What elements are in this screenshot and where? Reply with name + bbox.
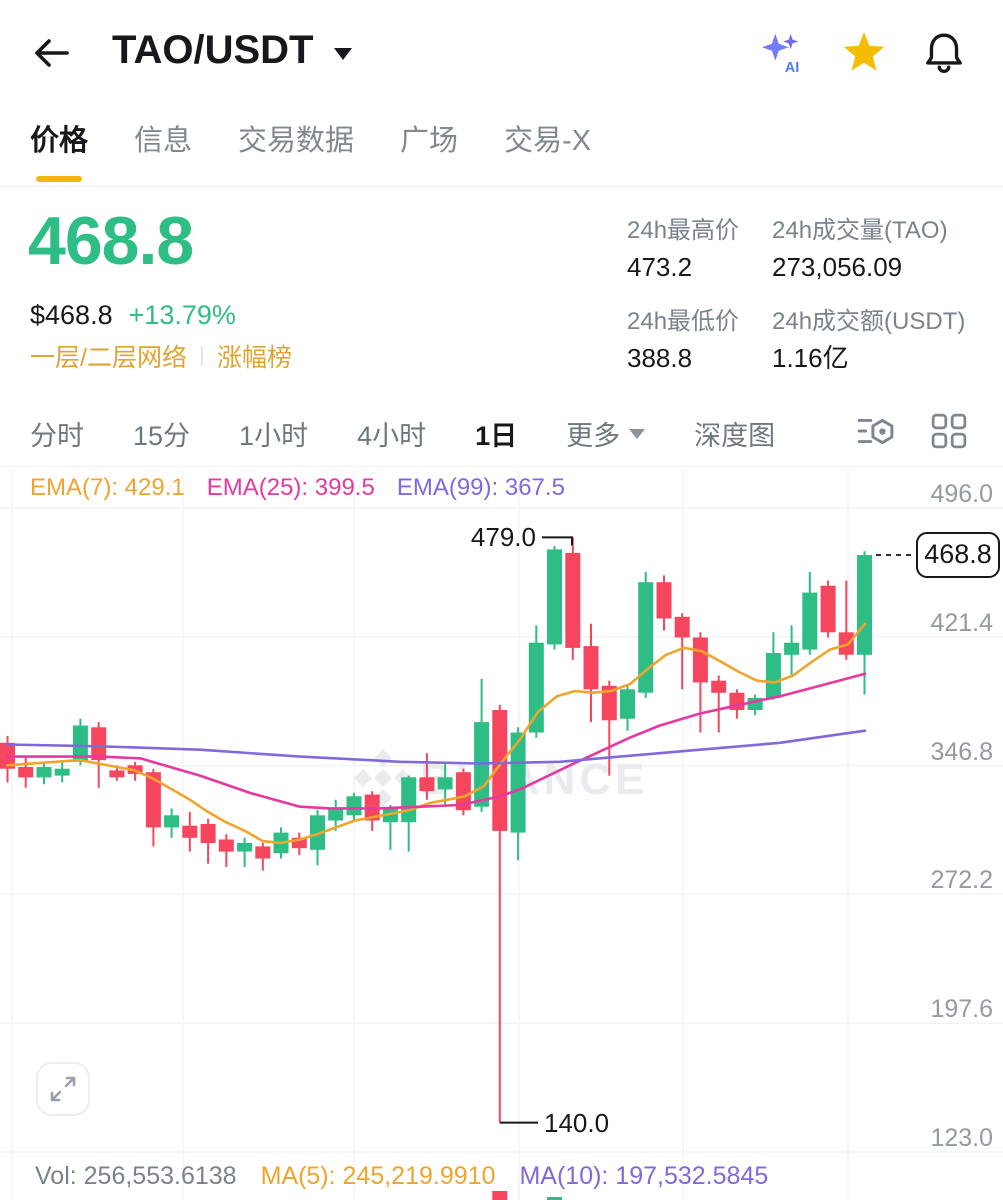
- fiat-price: $468.8: [30, 300, 113, 330]
- tab-bar: 价格 信息 交易数据 广场 交易-X: [30, 124, 591, 182]
- bell-icon: [926, 33, 962, 73]
- pair-dropdown-caret-icon[interactable]: [334, 48, 352, 60]
- ai-sparkle-icon: AI: [761, 33, 799, 76]
- tf-time[interactable]: 分时: [30, 421, 84, 451]
- svg-text:AI: AI: [785, 60, 799, 76]
- stat-turnover: 24h成交额(USDT) 1.16亿: [772, 308, 966, 373]
- stat-low: 24h最低价 388.8: [627, 308, 740, 373]
- fiat-price-row: $468.8 +13.79%: [30, 300, 236, 331]
- favorite-button[interactable]: [841, 30, 887, 76]
- expand-icon: [50, 1076, 76, 1102]
- back-button[interactable]: [28, 30, 74, 76]
- star-icon: [843, 32, 885, 71]
- page-title[interactable]: TAO/USDT: [112, 28, 314, 72]
- ema7-legend: EMA(7): 429.1: [30, 474, 185, 501]
- chart-top-divider: [0, 466, 1003, 467]
- current-price-label: 468.8: [916, 531, 1000, 578]
- tf-1d[interactable]: 1日: [475, 421, 518, 451]
- timeframe-bar: 分时 15分 1小时 4小时 1日 更多 深度图: [30, 414, 775, 453]
- tag-network[interactable]: 一层/二层网络: [30, 344, 187, 372]
- tf-1h[interactable]: 1小时: [239, 421, 309, 451]
- y-axis-label: 346.8: [930, 737, 993, 766]
- tf-4h[interactable]: 4小时: [357, 421, 427, 451]
- ema99-legend: EMA(99): 367.5: [396, 474, 565, 501]
- price-change: +13.79%: [128, 300, 236, 330]
- high-price-annotation: 479.0: [470, 522, 536, 553]
- notifications-button[interactable]: [921, 30, 967, 76]
- depth-chart-button[interactable]: 深度图: [694, 421, 776, 451]
- tab-trade-data[interactable]: 交易数据: [238, 125, 355, 157]
- y-axis-label: 272.2: [930, 866, 993, 895]
- tab-price[interactable]: 价格: [30, 124, 88, 182]
- stat-volume: 24h成交量(TAO) 273,056.09: [772, 217, 948, 282]
- y-axis-label: 421.4: [930, 608, 993, 637]
- stat-high: 24h最高价 473.2: [627, 217, 740, 282]
- volume-value: Vol: 256,553.6138: [35, 1162, 237, 1190]
- volume-legend: Vol: 256,553.6138 MA(5): 245,219.9910 MA…: [35, 1162, 768, 1191]
- ai-assistant-button[interactable]: AI: [760, 30, 806, 76]
- low-price-annotation: 140.0: [544, 1107, 610, 1138]
- volume-ma10: MA(10): 197,532.5845: [519, 1162, 769, 1190]
- ema-legend: EMA(7): 429.1 EMA(25): 399.5 EMA(99): 36…: [30, 474, 565, 502]
- expand-chart-button[interactable]: [36, 1062, 90, 1116]
- tag-divider: [200, 346, 203, 366]
- tabs-divider: [0, 186, 1003, 187]
- indicator-settings-button[interactable]: [856, 412, 894, 450]
- y-axis-label: 123.0: [930, 1124, 993, 1152]
- chart-layout-button[interactable]: [930, 412, 968, 450]
- ema25-legend: EMA(25): 399.5: [206, 474, 375, 501]
- tag-gainers[interactable]: 涨幅榜: [216, 344, 292, 372]
- more-timeframes-button[interactable]: 更多: [566, 414, 646, 453]
- tags-row: 一层/二层网络 涨幅榜: [30, 338, 292, 374]
- indicator-settings-icon: [857, 418, 894, 445]
- tab-trade-x[interactable]: 交易-X: [504, 125, 592, 157]
- tf-15m[interactable]: 15分: [133, 421, 191, 451]
- grid-layout-icon: [931, 413, 967, 449]
- tab-info[interactable]: 信息: [134, 125, 193, 157]
- y-axis-label: 197.6: [930, 995, 993, 1024]
- tab-square[interactable]: 广场: [400, 125, 459, 157]
- back-icon: [35, 39, 69, 67]
- volume-ma5: MA(5): 245,219.9910: [260, 1162, 496, 1190]
- last-price: 468.8: [28, 203, 194, 279]
- more-caret-icon: [629, 428, 646, 439]
- stats-grid: 24h最高价 473.2 24h成交量(TAO) 273,056.09 24h最…: [627, 216, 965, 374]
- y-axis-label: 496.0: [930, 480, 993, 508]
